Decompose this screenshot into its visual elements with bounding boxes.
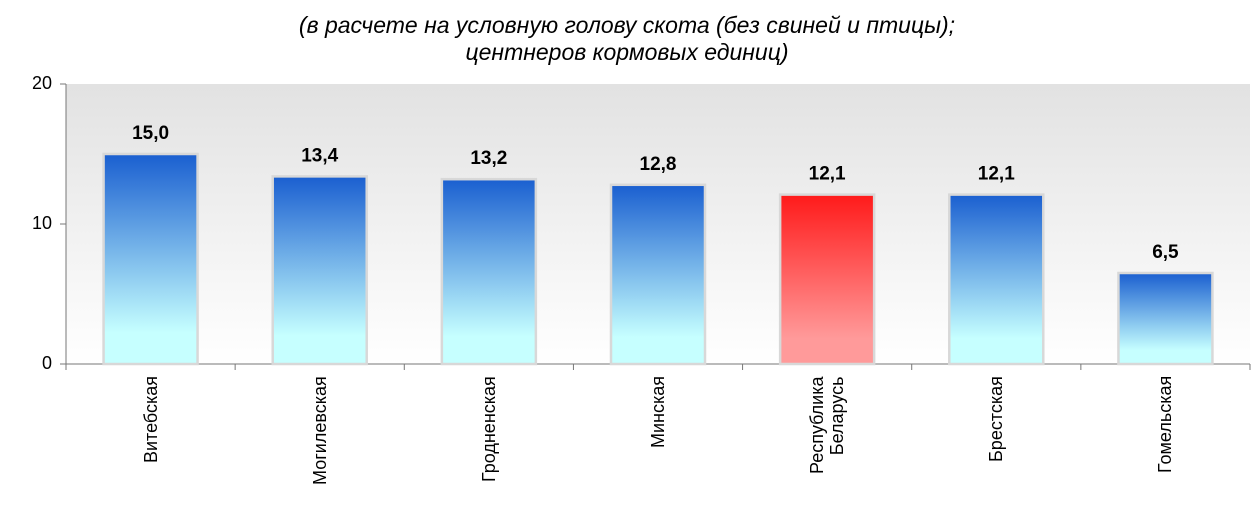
x-tick-label: Витебская [140,375,161,463]
value-label: 12,1 [809,164,846,185]
x-tick-label: Гродненская [478,376,499,482]
y-tick-label: 0 [42,353,52,373]
value-label: 13,2 [470,148,507,169]
bar [440,177,538,366]
chart-title: (в расчете на условную голову скота (без… [298,12,956,65]
x-tick-label: Республика Беларусь [807,376,848,474]
x-tick-label: Брестская [986,376,1007,462]
value-label: 12,8 [640,154,677,175]
x-tick-label: Могилевская [309,376,330,485]
bar [271,175,368,366]
x-tick-label: Гомельская [1155,375,1176,473]
value-label: 12,1 [978,164,1015,185]
y-tick-label: 10 [32,213,52,233]
y-tick-label: 20 [32,73,52,93]
value-label: 6,5 [1152,242,1179,263]
value-label: 15,0 [132,123,169,144]
bar [1117,271,1214,366]
x-tick-label: Минская [648,375,668,448]
bar [948,193,1045,366]
bar [102,152,199,366]
bar [778,193,876,366]
bar [609,183,707,366]
value-label: 13,4 [301,145,338,166]
